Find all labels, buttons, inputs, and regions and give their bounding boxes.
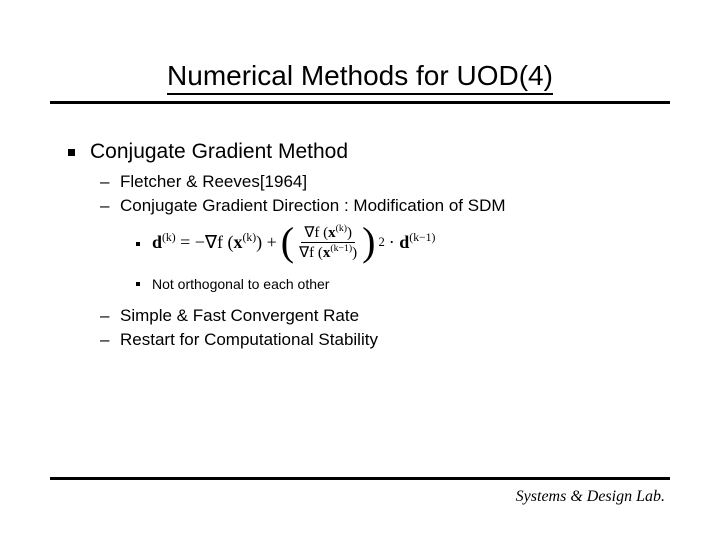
f-close1: ) + <box>256 232 277 252</box>
bullet-sub-2: Conjugate Gradient Direction : Modificat… <box>100 196 670 216</box>
footer-rule <box>50 477 670 480</box>
slide: Numerical Methods for UOD(4) Conjugate G… <box>0 0 720 540</box>
title-rule <box>50 101 670 104</box>
den-sup: (k−1) <box>330 243 352 254</box>
bullet-sub-1: Fletcher & Reeves[1964] <box>100 172 670 192</box>
content-area: Conjugate Gradient Method Fletcher & Ree… <box>50 140 670 350</box>
num-x: x <box>328 225 336 241</box>
title-wrap: Numerical Methods for UOD(4) <box>50 60 670 95</box>
f-d2: d <box>399 232 409 252</box>
fraction-den: ∇f (x(k−1)) <box>296 243 360 262</box>
bullet-sub-4: Restart for Computational Stability <box>100 330 670 350</box>
f-x1: x <box>234 232 243 252</box>
num-pre: ∇f ( <box>304 225 328 241</box>
paren-left: ( <box>281 222 294 262</box>
f-d: d <box>152 232 162 252</box>
fraction-group: ( ∇f (x(k)) ∇f (x(k−1)) ) 2 <box>281 222 385 262</box>
den-pre: ∇f ( <box>299 245 323 261</box>
formula-row: d(k) = −∇f (x(k)) + ( ∇f (x(k)) ∇f (x(k−… <box>136 222 670 262</box>
f-d-sup: (k) <box>162 231 176 244</box>
fraction-num: ∇f (x(k)) <box>301 223 355 243</box>
num-post: ) <box>347 225 352 241</box>
den-post: ) <box>352 245 357 261</box>
paren-right: ) <box>362 222 375 262</box>
title-count: (4) <box>519 60 553 91</box>
f-dot: · <box>389 232 400 252</box>
square-exp: 2 <box>378 235 384 250</box>
bullet-sub-3: Simple & Fast Convergent Rate <box>100 306 670 326</box>
f-eq: = −∇f ( <box>180 232 233 252</box>
title-text: Numerical Methods for UOD <box>167 60 519 91</box>
fraction: ∇f (x(k)) ∇f (x(k−1)) <box>296 223 360 262</box>
bullet-note: Not orthogonal to each other <box>136 276 670 292</box>
f-x1-sup: (k) <box>243 231 257 244</box>
footer-text: Systems & Design Lab. <box>516 488 665 506</box>
num-sup: (k) <box>336 223 347 234</box>
bullet-main: Conjugate Gradient Method <box>68 140 670 164</box>
f-d2-sup: (k−1) <box>409 231 435 244</box>
formula: d(k) = −∇f (x(k)) + ( ∇f (x(k)) ∇f (x(k−… <box>152 222 435 262</box>
slide-title: Numerical Methods for UOD(4) <box>167 60 553 95</box>
